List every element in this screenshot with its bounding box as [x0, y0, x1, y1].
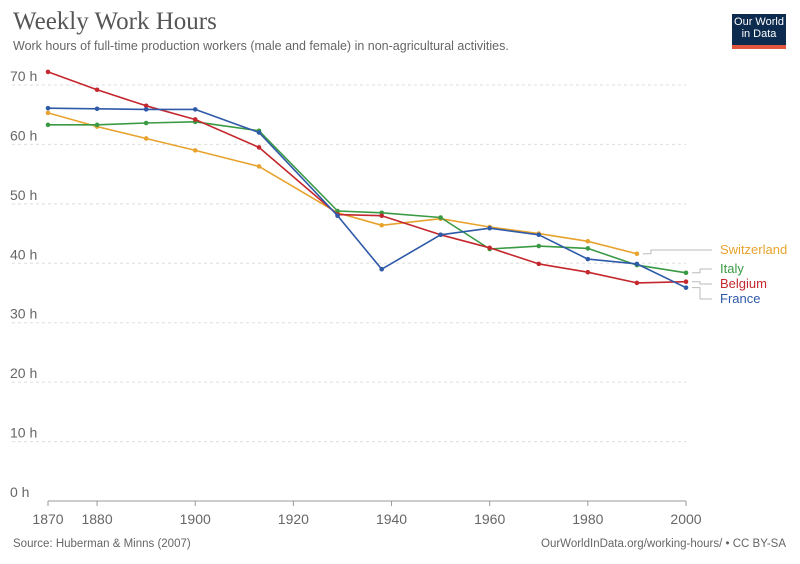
data-point-switzerland — [192, 148, 198, 153]
data-point-italy — [335, 208, 340, 214]
logo-text-line2: in Data — [741, 28, 777, 40]
y-tick-label: 50 h — [10, 187, 37, 203]
data-point-belgium — [585, 269, 591, 275]
source-note: Source: Huberman & Minns (2007) — [13, 538, 191, 550]
data-point-belgium — [634, 280, 640, 286]
data-point-belgium — [143, 103, 149, 109]
data-point-italy — [143, 120, 149, 126]
series-label-italy: Italy — [720, 261, 744, 276]
credit-link[interactable]: OurWorldInData.org/working-hours/ • CC B… — [541, 538, 786, 550]
data-point-belgium — [379, 213, 385, 219]
data-point-france — [585, 256, 591, 262]
y-tick-label: 40 h — [10, 246, 37, 262]
series-label-connector — [692, 268, 712, 274]
data-point-france — [45, 105, 51, 111]
y-tick-label: 10 h — [10, 425, 37, 441]
data-point-switzerland — [585, 238, 591, 244]
data-point-france — [335, 213, 340, 219]
y-tick-label: 0 h — [10, 484, 29, 500]
series-label-belgium: Belgium — [720, 276, 767, 291]
series-label-connector — [692, 287, 712, 300]
data-point-france — [438, 232, 443, 238]
data-point-france — [536, 232, 542, 238]
data-point-france — [256, 130, 262, 135]
data-point-italy — [94, 122, 100, 128]
data-point-switzerland — [379, 222, 385, 228]
y-tick-label: 60 h — [10, 127, 37, 143]
data-point-switzerland — [256, 164, 262, 169]
x-tick-label: 1900 — [180, 511, 211, 527]
data-point-italy — [45, 122, 51, 128]
logo-text-line1: Our World — [734, 16, 784, 28]
data-point-italy — [683, 270, 689, 276]
data-point-belgium — [683, 279, 689, 285]
data-point-france — [487, 225, 492, 231]
x-tick-label: 1870 — [32, 511, 63, 527]
data-point-belgium — [536, 261, 542, 267]
x-tick-label: 1980 — [572, 511, 603, 527]
data-point-belgium — [256, 145, 262, 150]
data-point-switzerland — [45, 110, 51, 116]
series-label-connector — [692, 281, 712, 285]
owid-logo[interactable]: Our World in Data — [732, 14, 786, 49]
data-point-belgium — [94, 87, 100, 93]
data-point-switzerland — [143, 136, 149, 141]
y-tick-label: 20 h — [10, 365, 37, 381]
x-tick-label: 1940 — [376, 511, 407, 527]
y-tick-label: 30 h — [10, 306, 37, 322]
chart-title: Weekly Work Hours — [13, 8, 217, 35]
x-tick-label: 1960 — [474, 511, 505, 527]
series-label-connector — [642, 249, 712, 255]
data-point-france — [94, 106, 100, 112]
series-label-france: France — [720, 291, 760, 306]
x-tick-label: 1920 — [278, 511, 309, 527]
x-tick-label: 2000 — [670, 511, 701, 527]
data-point-france — [379, 266, 385, 272]
data-point-france — [192, 107, 198, 112]
x-tick-label: 1880 — [81, 511, 112, 527]
data-point-italy — [585, 246, 591, 251]
data-point-france — [143, 107, 149, 112]
data-point-italy — [438, 215, 443, 220]
data-point-belgium — [192, 117, 198, 122]
data-point-france — [634, 261, 640, 267]
data-point-italy — [536, 243, 542, 249]
y-tick-label: 70 h — [10, 68, 37, 84]
series-label-switzerland: Switzerland — [720, 242, 787, 257]
chart-subtitle: Work hours of full-time production worke… — [13, 39, 509, 53]
series-line-switzerland — [47, 112, 638, 255]
data-point-france — [683, 285, 689, 290]
data-point-belgium — [487, 245, 492, 251]
logo-accent-bar — [732, 45, 786, 49]
series-line-france — [47, 107, 687, 289]
data-point-belgium — [45, 69, 51, 75]
data-point-switzerland — [634, 251, 640, 257]
